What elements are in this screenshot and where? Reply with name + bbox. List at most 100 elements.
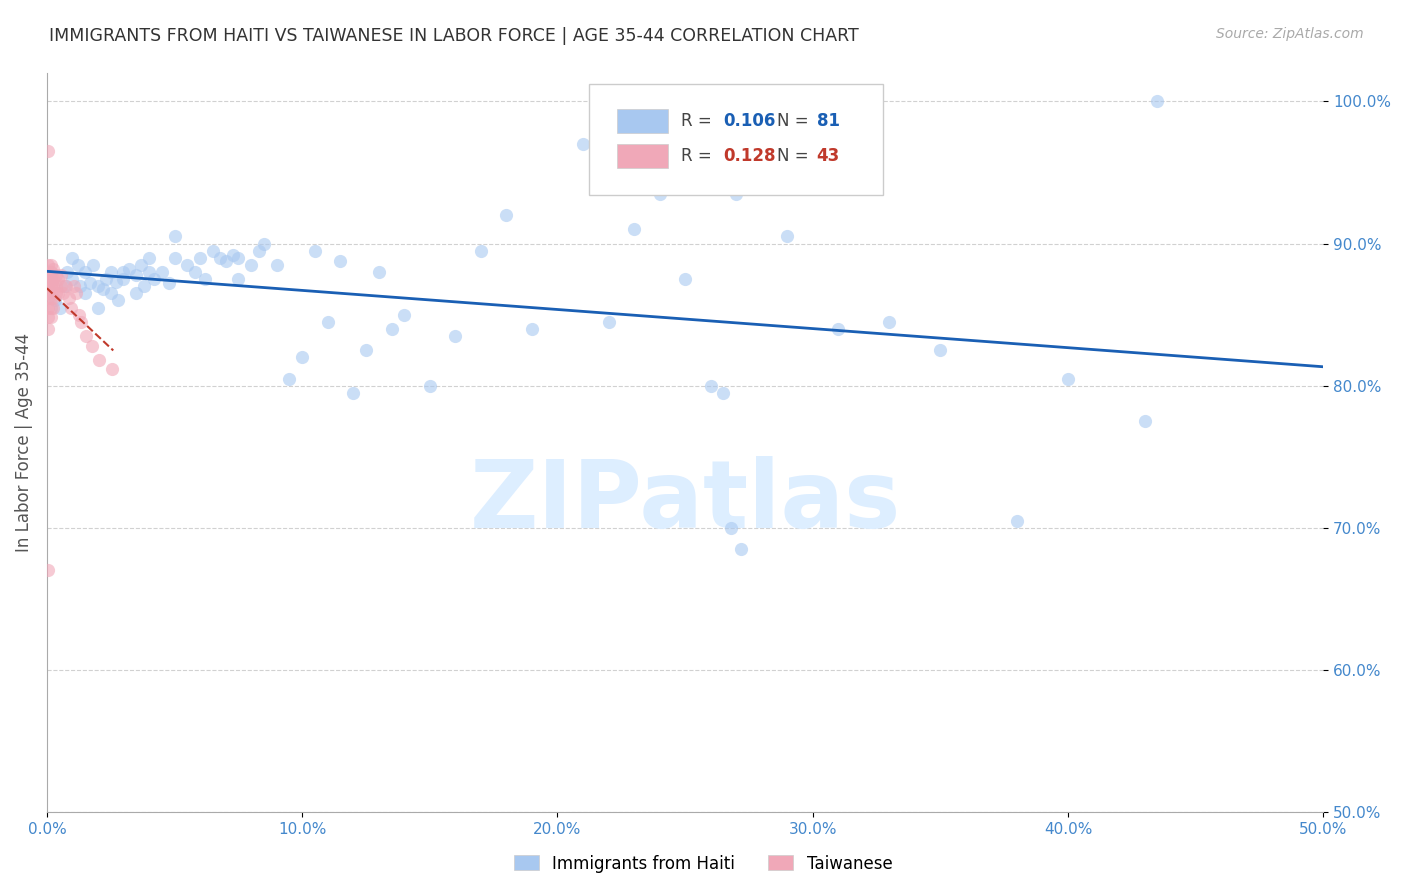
Point — [247, 244, 270, 258]
Point — [37, 268, 59, 282]
Point — [49, 268, 72, 282]
Point — [495, 208, 517, 222]
Point — [776, 229, 799, 244]
Text: N =: N = — [778, 112, 808, 130]
Point — [45, 286, 67, 301]
Point — [278, 371, 301, 385]
Point — [87, 301, 110, 315]
Point — [1133, 414, 1156, 428]
Point — [75, 265, 97, 279]
Point — [48, 286, 70, 301]
Point — [470, 244, 492, 258]
Point — [52, 286, 75, 301]
Point — [201, 244, 224, 258]
Point — [48, 272, 70, 286]
Point — [75, 286, 97, 301]
Point — [827, 322, 849, 336]
Point — [266, 258, 288, 272]
Text: 0.106: 0.106 — [723, 112, 776, 130]
Point — [48, 301, 70, 315]
Text: 43: 43 — [817, 147, 839, 165]
Point — [163, 251, 186, 265]
Point — [720, 521, 742, 535]
Point — [37, 564, 59, 578]
Point — [44, 293, 66, 308]
Point — [39, 272, 62, 286]
Point — [39, 258, 62, 272]
Point — [55, 279, 77, 293]
Point — [65, 286, 87, 301]
Point — [80, 339, 103, 353]
Point — [94, 272, 117, 286]
Point — [89, 353, 111, 368]
Point — [37, 310, 59, 325]
Point — [711, 385, 734, 400]
Point — [70, 315, 93, 329]
Point — [184, 265, 207, 279]
Point — [214, 253, 236, 268]
Point — [138, 251, 160, 265]
Text: R =: R = — [682, 112, 711, 130]
Point — [316, 315, 339, 329]
Point — [222, 248, 245, 262]
FancyBboxPatch shape — [589, 84, 883, 195]
Point — [253, 236, 276, 251]
Point — [163, 229, 186, 244]
Point — [39, 279, 62, 293]
Y-axis label: In Labor Force | Age 35-44: In Labor Force | Age 35-44 — [15, 333, 32, 552]
Point — [42, 279, 65, 293]
Bar — [617, 109, 668, 133]
Point — [623, 222, 645, 236]
Point — [112, 265, 135, 279]
Text: 0.128: 0.128 — [723, 147, 776, 165]
Point — [291, 351, 314, 365]
Point — [598, 315, 620, 329]
Text: R =: R = — [682, 147, 711, 165]
Point — [100, 265, 122, 279]
Point — [91, 282, 114, 296]
Point — [60, 301, 83, 315]
Text: Source: ZipAtlas.com: Source: ZipAtlas.com — [1216, 27, 1364, 41]
Point — [101, 361, 124, 376]
Point — [188, 251, 211, 265]
Point — [42, 291, 65, 305]
Point — [132, 279, 155, 293]
Point — [419, 378, 441, 392]
Legend: Immigrants from Haiti, Taiwanese: Immigrants from Haiti, Taiwanese — [508, 848, 898, 880]
Point — [157, 277, 180, 291]
Point — [37, 291, 59, 305]
Point — [354, 343, 377, 358]
Point — [58, 291, 80, 305]
Point — [37, 272, 59, 286]
Point — [240, 258, 263, 272]
Point — [329, 253, 352, 268]
Point — [138, 265, 160, 279]
Point — [42, 262, 65, 277]
Point — [56, 265, 79, 279]
Point — [125, 286, 148, 301]
Point — [1005, 514, 1028, 528]
Point — [367, 265, 389, 279]
Point — [37, 144, 59, 158]
Point — [82, 258, 104, 272]
Point — [37, 277, 59, 291]
Point — [49, 279, 72, 293]
Point — [380, 322, 402, 336]
Point — [62, 272, 84, 286]
Point — [45, 279, 67, 293]
Point — [342, 385, 364, 400]
Text: 81: 81 — [817, 112, 839, 130]
Point — [79, 277, 101, 291]
Point — [520, 322, 543, 336]
Point — [879, 315, 901, 329]
Point — [143, 272, 166, 286]
Point — [228, 272, 250, 286]
Point — [62, 251, 84, 265]
Point — [100, 286, 122, 301]
Point — [572, 136, 595, 151]
Point — [117, 262, 139, 277]
Point — [66, 258, 89, 272]
Point — [725, 186, 748, 201]
Point — [150, 265, 173, 279]
Point — [39, 310, 62, 325]
